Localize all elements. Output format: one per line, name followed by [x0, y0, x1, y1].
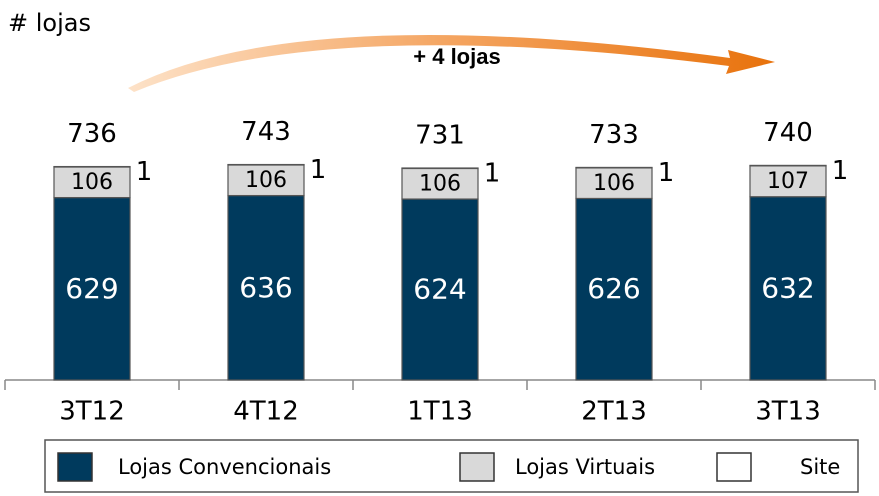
bar-segment: [575, 166, 653, 169]
annotation: + 4 lojas: [413, 44, 500, 69]
total-label: 740: [763, 118, 813, 148]
x-tick-label: 3T12: [59, 397, 125, 427]
trend-arrow: [128, 34, 775, 92]
value-label: 106: [419, 172, 461, 197]
value-label: 106: [245, 168, 287, 193]
value-label: 636: [239, 271, 292, 304]
value-label: 1: [832, 156, 849, 186]
total-label: 743: [241, 117, 291, 147]
value-label: 106: [593, 171, 635, 196]
legend-label: Lojas Convencionais: [118, 455, 331, 479]
value-label: 629: [65, 272, 118, 305]
total-label: 733: [589, 120, 639, 150]
bar-segment: [575, 167, 653, 200]
value-label: 1: [658, 158, 675, 188]
value-label: 624: [413, 273, 466, 306]
legend-label: Lojas Virtuais: [515, 455, 655, 479]
total-label: 731: [415, 121, 465, 151]
value-label: 626: [587, 272, 640, 305]
legend-swatch: [716, 452, 752, 482]
bar-segment: [749, 165, 827, 198]
value-label: 1: [310, 155, 327, 185]
bar-segment: [401, 167, 479, 200]
x-tick-label: 3T13: [755, 397, 821, 427]
legend-swatch: [57, 452, 93, 482]
chart-title: # lojas: [8, 9, 91, 37]
total-label: 736: [67, 119, 117, 149]
bar-segment: [401, 167, 479, 170]
value-label: 107: [767, 169, 809, 194]
x-tick-label: 4T12: [233, 397, 299, 427]
bar-segment: [401, 198, 479, 381]
bar-segment: [227, 163, 305, 166]
bar-segment: [53, 196, 131, 381]
legend-label: Site: [800, 455, 840, 479]
legend-swatch: [459, 452, 495, 482]
bar-segment: [749, 164, 827, 167]
value-label: 1: [136, 157, 153, 187]
bar-segment: [575, 197, 653, 381]
value-label: 1: [484, 159, 501, 189]
bar-segment: [53, 165, 131, 168]
x-tick-label: 2T13: [581, 397, 647, 427]
value-label: 106: [71, 170, 113, 195]
value-label: 632: [761, 271, 814, 304]
x-tick-label: 1T13: [407, 397, 473, 427]
